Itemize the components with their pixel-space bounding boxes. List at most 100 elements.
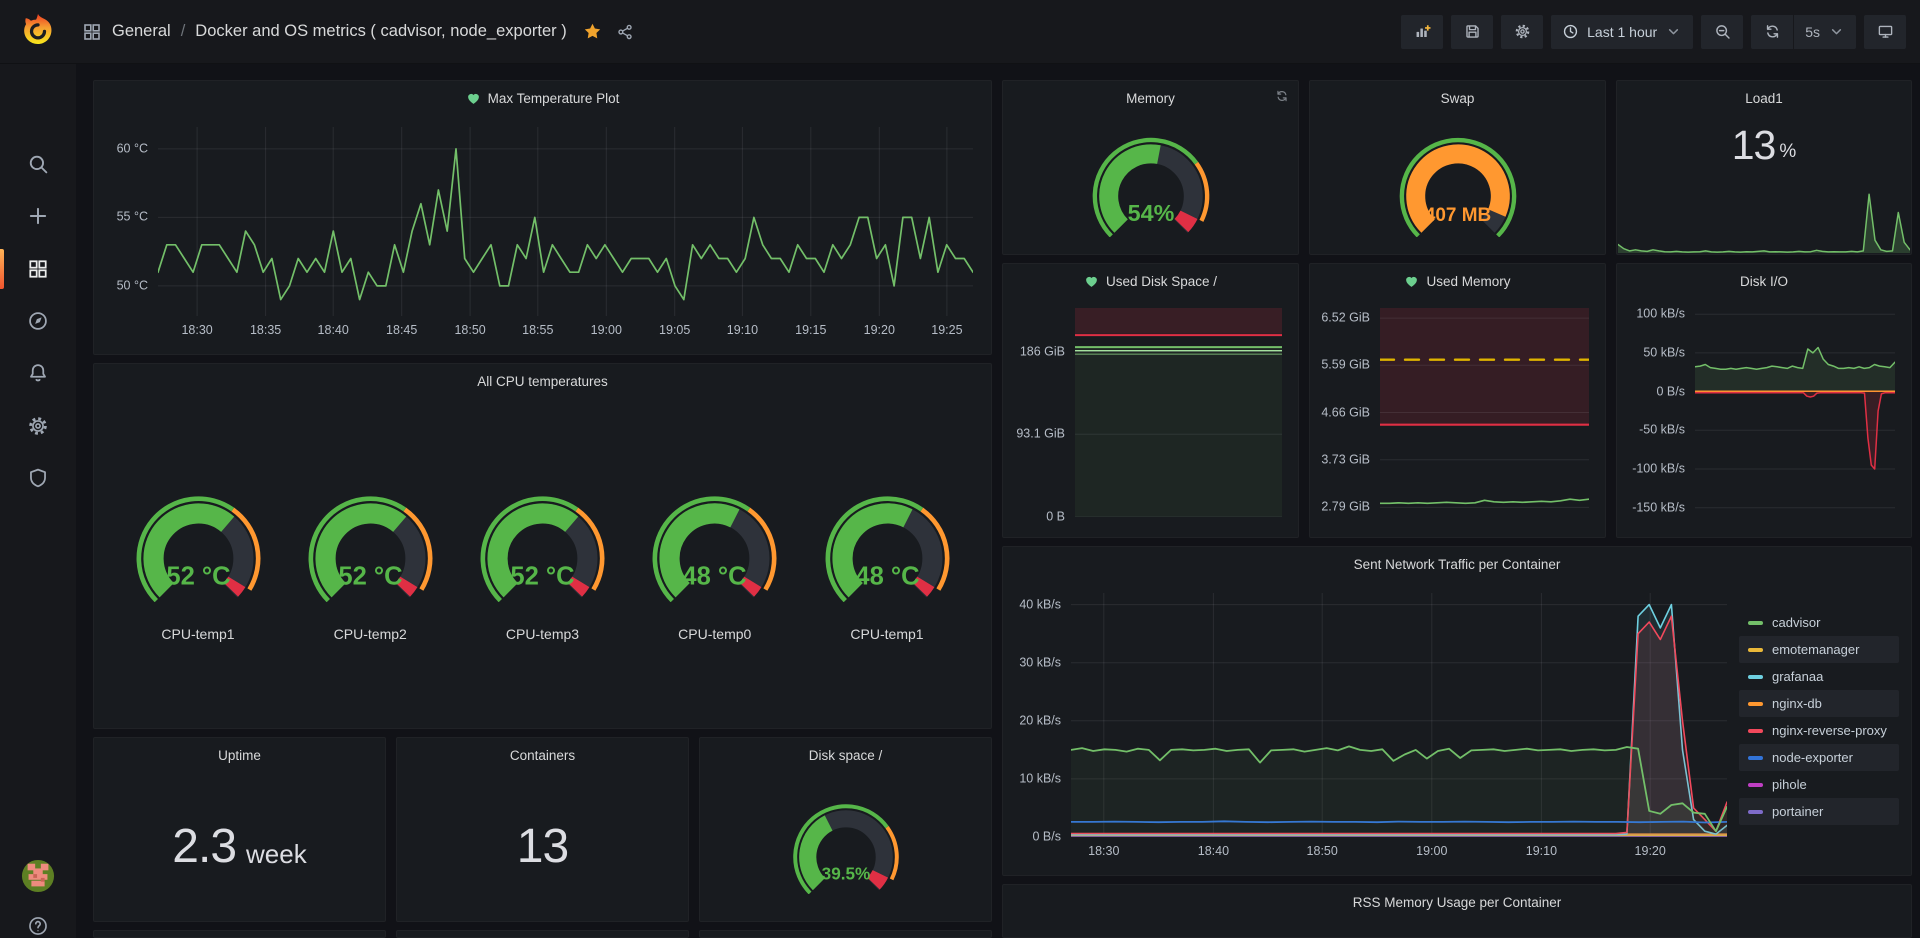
used-disk-space-chart[interactable]: 186 GiB93.1 GiB0 B [1013, 308, 1282, 525]
panel-rss-memory: RSS Memory Usage per Container [1002, 884, 1912, 938]
load1_sparkline-plot-area[interactable] [1618, 189, 1910, 253]
panel-title-bar[interactable]: Sent Network Traffic per Container [1003, 547, 1911, 581]
panel-title-bar[interactable]: RSS Memory Usage per Container [1003, 885, 1911, 919]
panel-title-bar[interactable]: Disk I/O [1617, 264, 1911, 298]
sidebar-item-explore[interactable] [0, 298, 76, 344]
panel-title-bar[interactable]: Used Disk Space / [1003, 264, 1298, 298]
cpu-temp-gauge: 52 °C CPU-temp2 [288, 490, 452, 642]
refresh-dashboard-button[interactable] [1751, 15, 1793, 49]
panel-loading-icon[interactable] [1275, 89, 1289, 103]
used-memory-chart[interactable]: 6.52 GiB5.59 GiB4.66 GiB3.73 GiB2.79 GiB [1320, 308, 1589, 525]
y-tick-label: 5.59 GiB [1320, 358, 1370, 373]
legend-item-nginx-reverse-proxy[interactable]: nginx-reverse-proxy [1739, 717, 1899, 744]
used_memory-plot-area[interactable] [1380, 308, 1589, 517]
panel-title: RSS Memory Usage per Container [1353, 895, 1562, 910]
dashboard-settings-button[interactable] [1501, 15, 1543, 49]
legend-label: pihole [1772, 777, 1807, 792]
sidebar-item-profile[interactable] [0, 856, 76, 896]
dashboard-grid-icon [82, 22, 102, 42]
refresh-interval-picker[interactable]: 5s [1794, 15, 1856, 49]
y-tick-label: 0 B [1013, 510, 1065, 525]
panel-title-bar[interactable]: Swap [1310, 81, 1605, 115]
x-tick-label: 19:10 [1526, 844, 1557, 859]
legend-item-grafanaa[interactable]: grafanaa [1739, 663, 1899, 690]
sidebar-item-create[interactable] [0, 193, 76, 239]
disk-io-chart[interactable]: 100 kB/s50 kB/s0 B/s-50 kB/s-100 kB/s-15… [1625, 308, 1895, 525]
avatar-icon [21, 859, 55, 893]
grafana-logo[interactable] [0, 0, 76, 64]
heart-icon [466, 91, 481, 106]
y-tick-label: 30 kB/s [1015, 655, 1061, 670]
legend-item-node-exporter[interactable]: node-exporter [1739, 744, 1899, 771]
legend-swatch [1748, 648, 1763, 652]
panel-title-bar[interactable]: Uptime [94, 738, 385, 772]
legend-label: portainer [1772, 804, 1823, 819]
time-range-label: Last 1 hour [1587, 24, 1657, 40]
legend-item-portainer[interactable]: portainer [1739, 798, 1899, 825]
gauge-label: CPU-temp3 [506, 626, 579, 642]
legend-item-cadvisor[interactable]: cadvisor [1739, 609, 1899, 636]
x-tick-label: 19:25 [931, 323, 962, 338]
panel-memory: Memory 54% [1002, 80, 1299, 255]
disk_io-plot-area[interactable] [1695, 308, 1895, 517]
y-tick-label: 4.66 GiB [1320, 405, 1370, 420]
y-tick-label: 50 kB/s [1625, 345, 1685, 360]
y-tick-label: 93.1 GiB [1013, 427, 1065, 442]
load1-sparkline[interactable] [1618, 189, 1910, 253]
stat-value: 13 [517, 819, 568, 874]
panel-title-bar[interactable]: Memory [1003, 81, 1298, 115]
panel-title-bar[interactable]: All CPU temperatures [94, 364, 991, 398]
used_disk_space-plot-area[interactable] [1075, 308, 1282, 517]
legend-item-pihole[interactable]: pihole [1739, 771, 1899, 798]
sidebar-item-server-admin[interactable] [0, 455, 76, 501]
cycle-view-mode-button[interactable] [1864, 15, 1906, 49]
y-tick-label: 100 kB/s [1625, 307, 1685, 322]
breadcrumb-dashboard-title[interactable]: Docker and OS metrics ( cadvisor, node_e… [195, 22, 566, 41]
time-range-picker[interactable]: Last 1 hour [1551, 15, 1693, 49]
svg-text:54%: 54% [1127, 200, 1174, 226]
favorite-star-icon[interactable] [583, 22, 602, 41]
panel-title-bar[interactable]: Used Memory [1310, 264, 1605, 298]
svg-text:52 °C: 52 °C [510, 563, 574, 591]
share-icon[interactable] [616, 23, 634, 41]
max-temperature-chart[interactable]: 50 °C55 °C60 °C18:3018:3518:4018:4518:50… [106, 127, 973, 346]
x-tick-label: 18:40 [318, 323, 349, 338]
panel-title-bar[interactable]: Containers [397, 738, 688, 772]
panel-title: All CPU temperatures [477, 374, 608, 389]
max_temperature-plot-area[interactable] [158, 127, 973, 316]
svg-text:52 °C: 52 °C [338, 563, 402, 591]
disk-space-gauge: 39.5% [700, 772, 991, 921]
legend-swatch [1748, 675, 1763, 679]
sidebar-item-search[interactable] [0, 141, 76, 187]
panel-title-bar[interactable]: Disk space / [700, 738, 991, 772]
sidebar-item-alerting[interactable] [0, 350, 76, 396]
sidebar-item-help[interactable] [0, 906, 76, 938]
legend-swatch [1748, 702, 1763, 706]
sent_network-plot-area[interactable] [1071, 593, 1727, 837]
legend-item-nginx-db[interactable]: nginx-db [1739, 690, 1899, 717]
compass-icon [27, 310, 49, 332]
panel-title: Used Memory [1426, 274, 1510, 289]
legend-label: node-exporter [1772, 750, 1853, 765]
cpu-temp-gauge: 52 °CCPU-temp1 [116, 490, 280, 642]
sidebar-item-configuration[interactable] [0, 403, 76, 449]
breadcrumb-folder[interactable]: General [112, 22, 171, 41]
add-panel-button[interactable] [1401, 15, 1443, 49]
panel-title: Disk space / [809, 748, 883, 763]
sent-network-chart[interactable]: 40 kB/s30 kB/s20 kB/s10 kB/s0 B/s18:3018… [1015, 593, 1899, 867]
panel-used-memory: Used Memory 6.52 GiB5.59 GiB4.66 GiB3.73… [1309, 263, 1606, 538]
zoom-out-time-button[interactable] [1701, 15, 1743, 49]
x-tick-label: 18:35 [250, 323, 281, 338]
gauge-label: CPU-temp2 [334, 626, 407, 642]
panel-title-bar[interactable]: Load1 [1617, 81, 1911, 115]
uptime-stat: 2.3 week [94, 772, 385, 921]
y-tick-label: -150 kB/s [1625, 500, 1685, 515]
panel-title-bar[interactable]: Max Temperature Plot [94, 81, 991, 115]
panel-title: Swap [1441, 91, 1475, 106]
gear-icon [1514, 23, 1531, 40]
sidebar-item-dashboards[interactable] [0, 246, 76, 292]
gauge-label: CPU-temp0 [678, 626, 751, 642]
cpu-temp-gauge: 48 °CCPU-temp1 [805, 490, 969, 642]
legend-item-emotemanager[interactable]: emotemanager [1739, 636, 1899, 663]
save-dashboard-button[interactable] [1451, 15, 1493, 49]
